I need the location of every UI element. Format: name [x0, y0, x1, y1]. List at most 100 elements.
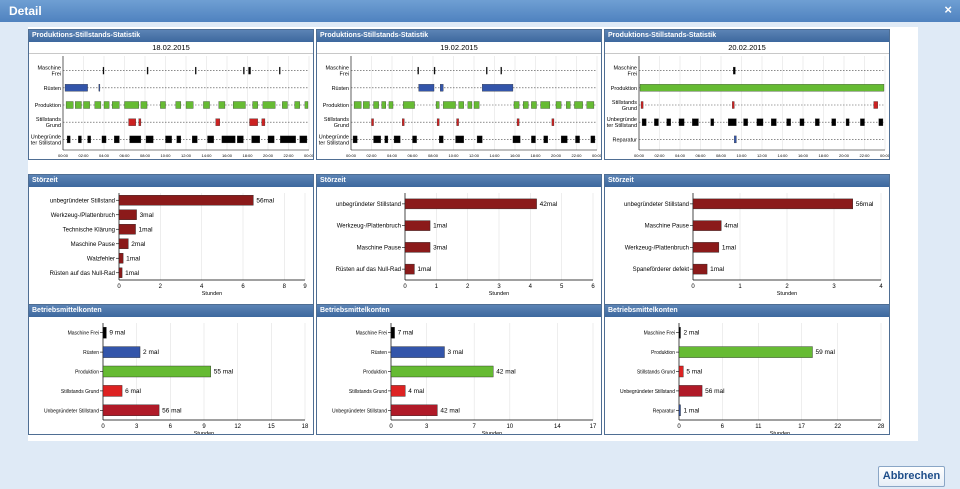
timeline-segment [237, 135, 244, 144]
timeline-segment [215, 118, 220, 126]
timeline-segment [586, 101, 595, 109]
timeline-segment [516, 118, 520, 126]
bar-chart: 0 6 11 17 22 28 Stunden Maschine Frei 2 mal Produ… [620, 323, 885, 434]
bar [102, 365, 211, 378]
x-tick-label: 00:00 [346, 153, 357, 158]
x-tick-label: 16:00 [510, 153, 521, 158]
bar [404, 220, 431, 231]
bar-chart: 0 1 2 3 4 5 6 Stunden unbegründeter Stillstand 42… [336, 193, 595, 297]
x-tick-label: 18:00 [242, 153, 253, 158]
x-tick-label: 0 [101, 424, 105, 430]
timeline-segment [218, 101, 226, 109]
row-label: Stillstands [36, 117, 61, 123]
timeline-segment [732, 101, 735, 109]
x-tick-label: 02:00 [654, 153, 665, 158]
timeline-segment [640, 101, 644, 109]
timeline-segment [873, 101, 878, 109]
timeline-segment [402, 118, 405, 126]
x-tick-label: 20:00 [551, 153, 562, 158]
timeline-segment [443, 101, 456, 109]
timeline-segment [476, 135, 483, 144]
timeline-panel-3: Produktions-Stillstands-Statistik 20.02.2… [604, 29, 890, 160]
timeline-segment [500, 66, 502, 75]
x-tick-label: 8 [283, 284, 287, 290]
timeline-segment [482, 84, 514, 92]
data-label: 5 mal [686, 369, 702, 376]
data-label: 1mal [125, 270, 140, 277]
cancel-button[interactable]: Abbrechen [878, 466, 945, 487]
x-tick-label: 1 [435, 284, 439, 290]
data-label: 2 mal [143, 349, 159, 356]
row-label: Frei [628, 72, 637, 78]
timeline-segment [195, 66, 197, 75]
timeline-segment [555, 101, 562, 109]
data-label: 3mal [433, 244, 448, 251]
category-label: Maschine Pause [645, 224, 690, 230]
timeline-segment [743, 118, 748, 126]
x-tick-label: 28 [878, 424, 885, 430]
x-tick-label: 04:00 [387, 153, 398, 158]
x-tick-label: 00:00 [58, 153, 69, 158]
category-label: Technische Klärung [63, 227, 115, 233]
row-label: Unbegründe [607, 117, 637, 123]
data-label: 42mal [540, 201, 558, 208]
x-tick-label: 22:00 [859, 153, 870, 158]
category-label: Unbegründeter Stillstand [332, 408, 387, 414]
betriebsmittel-panel-3: Betriebsmittelkonten 0 6 11 17 22 28 Stunden Mas… [604, 304, 890, 435]
timeline-segment [590, 135, 596, 144]
x-tick-label: 16:00 [222, 153, 233, 158]
timeline-segment [261, 118, 266, 126]
bar [678, 404, 681, 417]
x-tick-label: 2 [785, 284, 789, 290]
timeline-segment [728, 118, 737, 126]
timeline-segment [98, 84, 101, 92]
timeline-segment [64, 84, 88, 92]
category-label: Rüsten auf das Null-Rad [50, 271, 115, 277]
x-tick-label: 10:00 [160, 153, 171, 158]
category-label: Maschine Pause [71, 242, 116, 248]
timeline-segment [531, 135, 536, 144]
category-label: Werkzeug-/Plattenbruch [51, 213, 115, 219]
timeline-segment [412, 135, 417, 144]
category-label: unbegründeter Stillstand [336, 202, 401, 208]
timeline-segment [734, 135, 737, 144]
data-label: 42 mal [496, 369, 516, 376]
panel-title: Produktions-Stillstands-Statistik [29, 30, 313, 42]
timeline-segment [352, 135, 358, 144]
data-label: 3mal [140, 212, 155, 219]
x-tick-label: 08:00 [140, 153, 151, 158]
timeline-segment [860, 118, 865, 126]
data-label: 56mal [256, 197, 274, 204]
dialog-titlebar: Detail × [0, 0, 960, 22]
category-label: Rüsten [371, 350, 387, 356]
bar [102, 385, 123, 397]
x-tick-label: 0 [389, 424, 393, 430]
x-tick-label: 02:00 [366, 153, 377, 158]
bar [390, 327, 395, 339]
data-label: 6 mal [125, 388, 141, 395]
timeline-segment [373, 135, 381, 144]
data-label: 56 mal [705, 388, 725, 395]
row-label: Rüsten [44, 86, 61, 92]
bar [118, 224, 136, 235]
x-tick-label: 22 [834, 424, 841, 430]
stoerzeit-panel-1: Störzeit 0 2 4 6 8 9 Stunden unbegründeter Still… [28, 174, 314, 305]
timeline-segment [756, 118, 764, 126]
panel-title: Störzeit [317, 175, 601, 187]
timeline-segment [248, 66, 251, 75]
bar-chart: 0 3 6 9 12 15 18 Stunden Maschine Frei 9 mal Rüste… [44, 323, 309, 434]
row-label: Maschine [37, 66, 61, 72]
chart-date: 20.02.2015 [605, 43, 889, 54]
bar [678, 327, 681, 339]
data-label: 1mal [126, 255, 141, 262]
x-axis-label: Stunden [777, 291, 798, 297]
panel-title: Betriebsmittelkonten [29, 305, 313, 317]
bar [102, 327, 107, 339]
close-icon[interactable]: × [944, 2, 952, 17]
bar [692, 220, 722, 231]
timeline-segment [78, 135, 82, 144]
timeline-segment [878, 118, 884, 126]
timeline-segment [145, 135, 154, 144]
timeline-segment [473, 101, 480, 109]
